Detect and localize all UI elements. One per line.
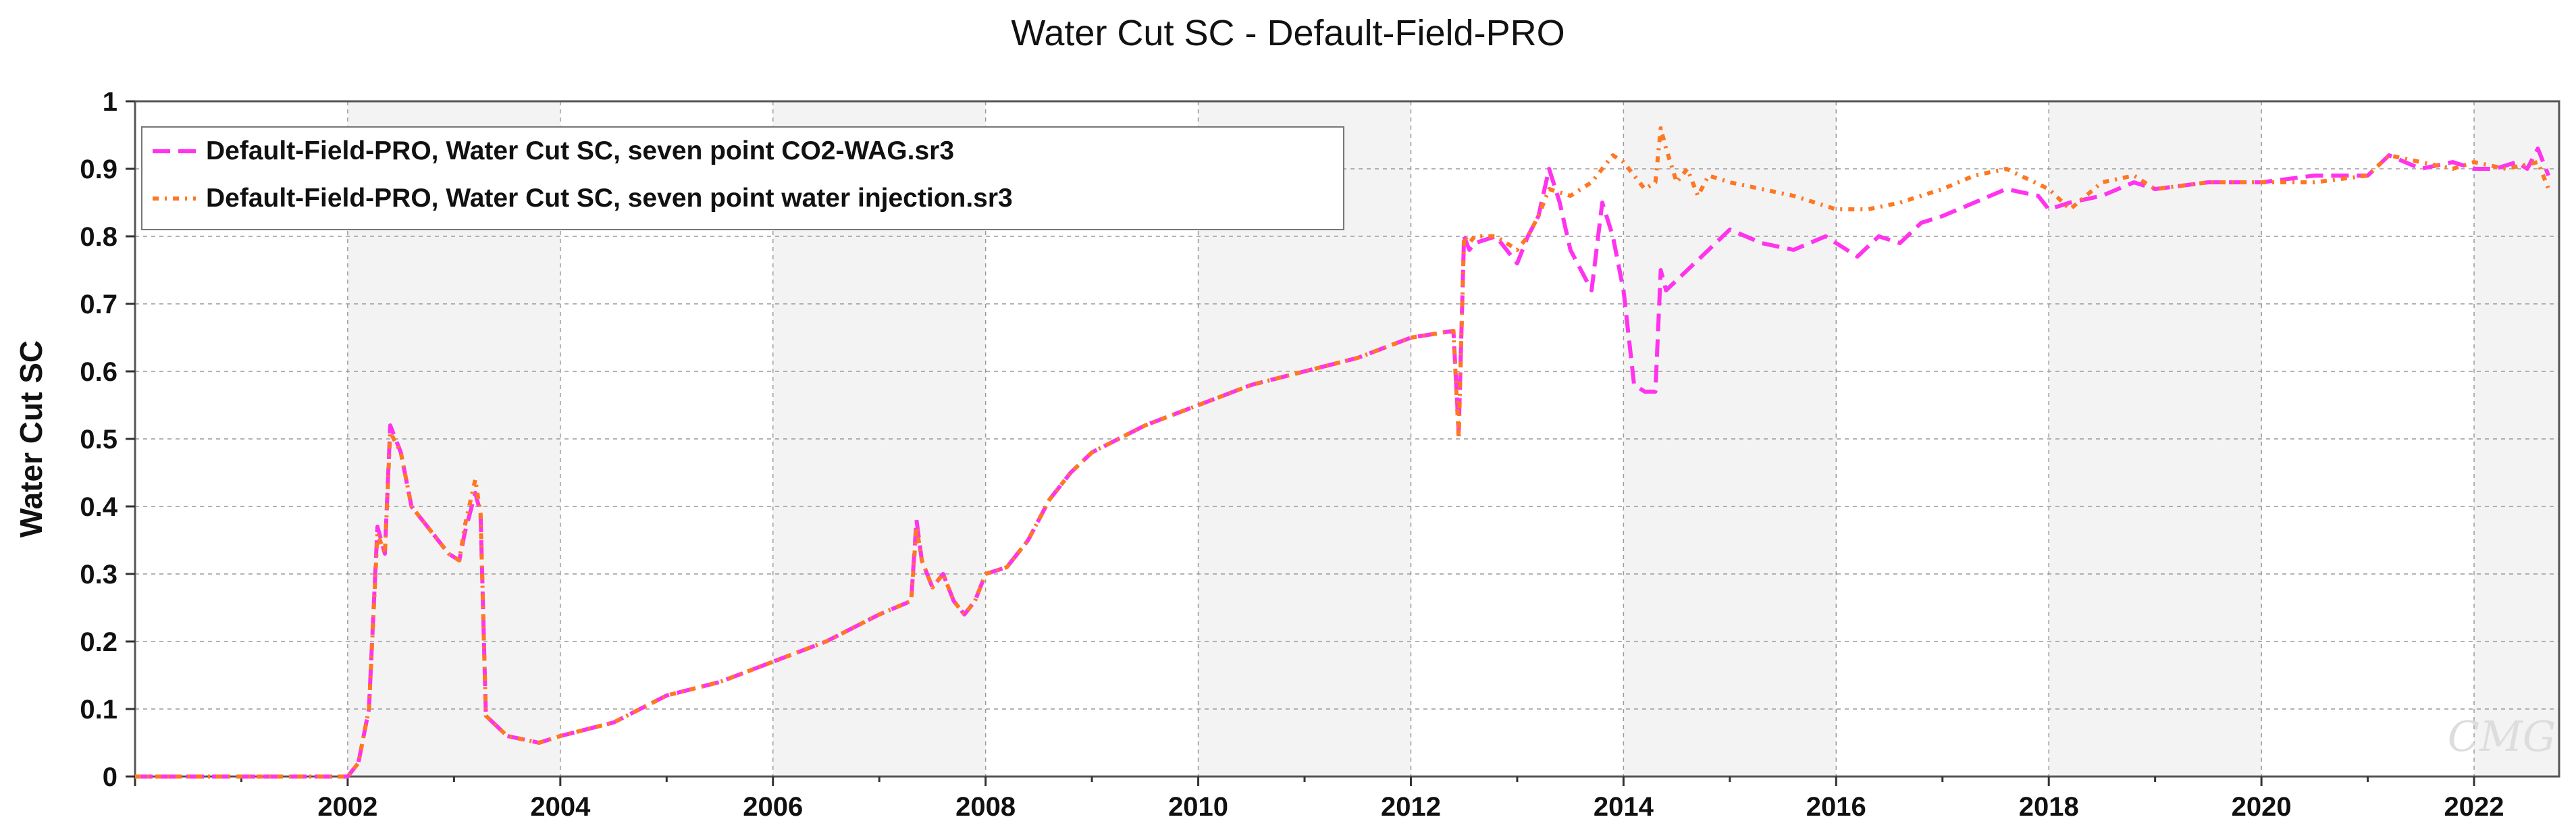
series-line-2 xyxy=(135,126,2551,779)
y-tick-label: 0.1 xyxy=(80,695,117,725)
cmg-watermark: CMG xyxy=(2448,712,2556,761)
x-tick-label: 2016 xyxy=(1806,792,1866,822)
x-tick-label: 2022 xyxy=(2444,792,2504,822)
grid-lines xyxy=(135,101,2559,777)
x-tick-label: 2002 xyxy=(317,792,377,822)
x-tick-label: 2018 xyxy=(2019,792,2079,822)
series-line-1 xyxy=(135,147,2551,779)
y-axis-title: Water Cut SC xyxy=(14,340,49,537)
x-tick-label: 2006 xyxy=(743,792,803,822)
y-tick-label: 0.8 xyxy=(80,222,117,252)
x-tick-label: 2014 xyxy=(1594,792,1654,822)
y-tick-label: 0.6 xyxy=(80,357,117,387)
x-tick-label: 2010 xyxy=(1168,792,1228,822)
y-tick-label: 0.3 xyxy=(80,560,117,589)
x-tick-label: 2012 xyxy=(1381,792,1441,822)
y-tick-label: 0.4 xyxy=(80,492,117,522)
series-layer xyxy=(135,126,2551,779)
y-tick-label: 0.5 xyxy=(80,425,117,454)
legend-label-2: Default-Field-PRO, Water Cut SC, seven p… xyxy=(206,184,1013,213)
y-tick-label: 1 xyxy=(103,87,117,117)
y-tick-label: 0.2 xyxy=(80,627,117,657)
chart-title: Water Cut SC - Default-Field-PRO xyxy=(1011,13,1565,53)
y-tick-label: 0 xyxy=(103,762,117,792)
legend-box xyxy=(141,126,1344,230)
x-tick-label: 2008 xyxy=(955,792,1016,822)
axis-ticks: 0 0.1 0.2 0.3 0.4 0.5 0.6 0.7 0.8 0.9 1 2002 2004 200… xyxy=(80,87,2504,822)
legend: Default-Field-PRO, Water Cut SC, seven p… xyxy=(141,126,1344,230)
legend-label-1: Default-Field-PRO, Water Cut SC, seven p… xyxy=(206,136,954,165)
x-tick-label: 2020 xyxy=(2232,792,2292,822)
x-tick-label: 2004 xyxy=(530,792,591,822)
y-tick-label: 0.9 xyxy=(80,155,117,184)
y-tick-label: 0.7 xyxy=(80,290,117,319)
